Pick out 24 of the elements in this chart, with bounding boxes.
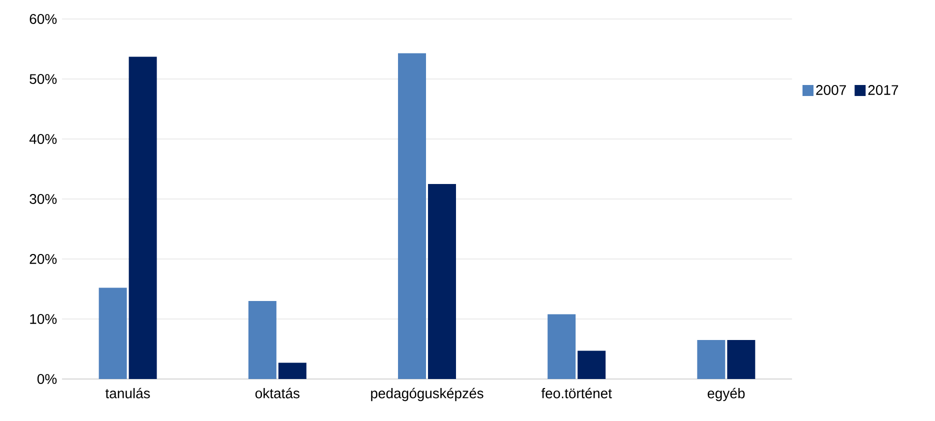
legend-label: 2007 [816,85,846,95]
y-tick-label: 50% [30,74,57,84]
bar [128,56,157,379]
y-tick-label: 40% [29,134,57,144]
y-tick-label: 60% [30,14,57,24]
bar [98,288,127,379]
bar [248,301,276,379]
y-tick-label: 30% [30,194,57,204]
bar [398,53,426,379]
x-tick-label: tanulás [105,388,150,398]
bar [727,340,756,379]
x-tick-label: feo.történet [541,388,612,398]
bar [578,350,606,379]
bar [428,184,456,379]
y-tick-label: 10% [30,314,57,324]
legend-label: 2017 [868,85,898,95]
x-tick-label: oktatás [255,388,300,398]
y-tick-label: 20% [30,254,57,264]
bar [278,362,306,379]
x-tick-label: pedagógusképzés [371,388,484,402]
bar [697,340,726,379]
x-tick-label: egyéb [708,388,745,402]
y-tick-label: 0% [37,374,57,384]
bar [548,314,576,379]
